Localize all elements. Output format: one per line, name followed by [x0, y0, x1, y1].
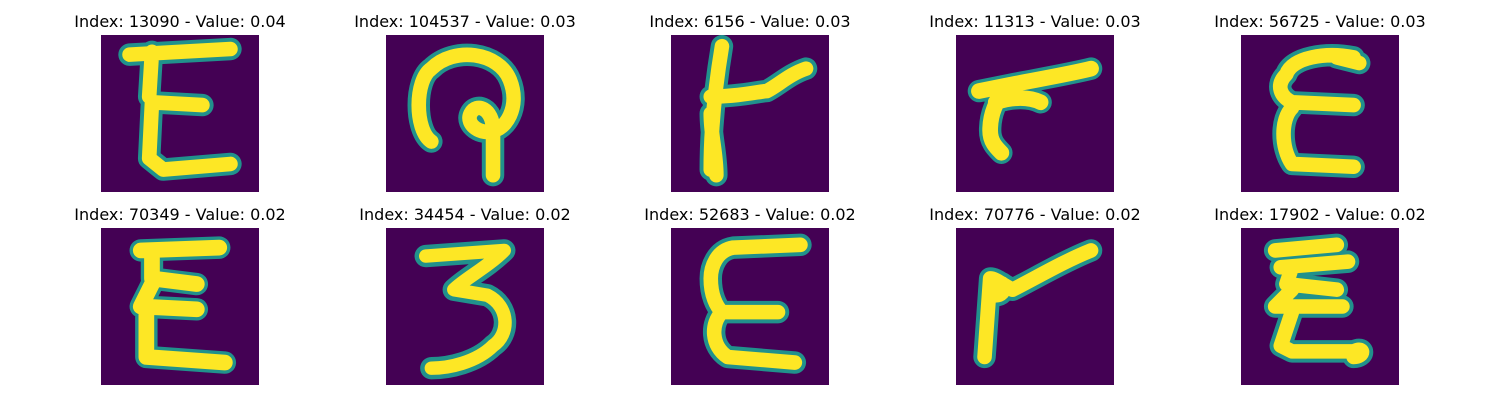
panel-8: Index: 52683 - Value: 0.02 — [630, 205, 870, 395]
glyph-image — [386, 35, 544, 192]
glyph-image — [956, 228, 1114, 385]
glyph-e-like — [1269, 44, 1371, 178]
panel-title: Index: 70776 - Value: 0.02 — [929, 205, 1141, 224]
panel-title: Index: 56725 - Value: 0.03 — [1214, 12, 1426, 31]
glyph-image — [956, 35, 1114, 192]
panel-title: Index: 17902 - Value: 0.02 — [1214, 205, 1426, 224]
panel-9: Index: 70776 - Value: 0.02 — [915, 205, 1155, 395]
panel-title: Index: 13090 - Value: 0.04 — [74, 12, 286, 31]
panel-10: Index: 17902 - Value: 0.02 — [1200, 205, 1440, 395]
panel-title: Index: 52683 - Value: 0.02 — [644, 205, 856, 224]
glyph-image — [671, 228, 829, 385]
panel-1: Index: 13090 - Value: 0.04 — [60, 12, 300, 202]
glyph-hook-loop — [407, 43, 525, 187]
glyph-r-like — [973, 239, 1103, 369]
glyph-e-like — [699, 233, 812, 374]
glyph-image — [101, 35, 259, 192]
glyph-image — [1241, 228, 1399, 385]
glyph-image — [101, 228, 259, 385]
glyph-image — [671, 35, 829, 192]
panel-title: Index: 11313 - Value: 0.03 — [929, 12, 1141, 31]
panel-6: Index: 70349 - Value: 0.02 — [60, 205, 300, 395]
panel-title: Index: 6156 - Value: 0.03 — [649, 12, 851, 31]
panel-title: Index: 34454 - Value: 0.02 — [359, 205, 571, 224]
panel-title: Index: 70349 - Value: 0.02 — [74, 205, 286, 224]
panel-3: Index: 6156 - Value: 0.03 — [630, 12, 870, 202]
glyph-e-like — [129, 236, 237, 374]
glyph-image — [1241, 35, 1399, 192]
glyph-image — [386, 228, 544, 385]
panel-title: Index: 104537 - Value: 0.03 — [354, 12, 576, 31]
glyph-r-like — [967, 57, 1103, 164]
panel-2: Index: 104537 - Value: 0.03 — [345, 12, 585, 202]
panel-5: Index: 56725 - Value: 0.03 — [1200, 12, 1440, 202]
glyph-k-like — [699, 35, 818, 187]
glyph-e-like — [1263, 233, 1374, 369]
panel-4: Index: 11313 - Value: 0.03 — [915, 12, 1155, 202]
panel-7: Index: 34454 - Value: 0.02 — [345, 205, 585, 395]
glyph-e-like — [118, 37, 242, 181]
glyph-3-like — [414, 239, 517, 380]
